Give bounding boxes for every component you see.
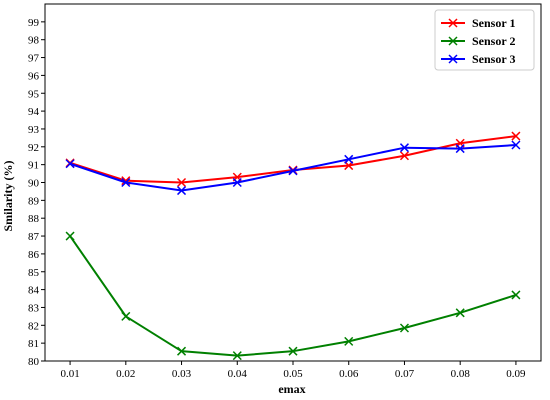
series-line (69, 144, 516, 192)
series-line (69, 235, 517, 357)
legend-box (434, 9, 535, 71)
y-axis-ticks: 80 81 82 83 84 85 86 87 88 89 90 91 92 93 94 95 96 97 98 99 (28, 17, 45, 368)
data-point-marker (511, 140, 521, 150)
y-tick-label: 81 (28, 338, 39, 350)
data-point-marker (65, 231, 75, 241)
y-tick-label: 82 (28, 320, 39, 332)
data-point-marker (121, 311, 131, 321)
x-tick-label: 0.04 (228, 368, 248, 380)
legend-entry: Sensor 3 (441, 52, 515, 66)
y-axis-label: Smilarity (%) (1, 161, 15, 232)
legend-entry: Sensor 2 (441, 34, 515, 48)
y-tick-label: 93 (28, 124, 40, 136)
data-point-marker (344, 154, 354, 164)
y-tick-label: 92 (28, 142, 39, 154)
x-axis-label: emax (278, 382, 305, 396)
legend-swatch-marker (448, 18, 458, 28)
series-line (69, 135, 517, 184)
legend-swatch-marker (448, 54, 458, 64)
x-tick-label: 0.01 (60, 368, 79, 380)
x-tick-label: 0.06 (339, 368, 359, 380)
legend-swatch-marker (448, 36, 458, 46)
y-tick-label: 97 (28, 53, 40, 65)
y-tick-label: 88 (28, 213, 40, 225)
data-point-marker (177, 186, 187, 196)
data-point-marker (344, 336, 354, 346)
x-tick-label: 0.05 (283, 368, 303, 380)
x-tick-label: 0.03 (172, 368, 192, 380)
data-point-marker (399, 151, 409, 161)
data-point-marker (288, 166, 298, 176)
x-tick-label: 0.08 (451, 368, 471, 380)
data-point-marker (65, 159, 75, 169)
series-1 (65, 131, 521, 188)
data-point-marker (177, 177, 187, 188)
legend-entry: Sensor 1 (441, 16, 515, 30)
x-tick-label: 0.07 (395, 368, 415, 380)
data-point-marker (511, 290, 521, 300)
data-point-marker (399, 323, 409, 333)
data-point-marker (455, 144, 465, 154)
y-tick-label: 90 (28, 178, 40, 190)
y-tick-label: 89 (28, 195, 40, 207)
y-tick-label: 91 (28, 160, 39, 172)
data-point-marker (232, 351, 242, 361)
series-lines (65, 131, 521, 361)
data-point-marker (455, 308, 465, 318)
x-axis-ticks: 0.01 0.02 0.03 0.04 0.05 0.06 0.07 0.08 0.09 (60, 361, 526, 380)
y-tick-label: 84 (28, 285, 40, 297)
data-point-marker (121, 177, 131, 188)
y-tick-label: 94 (28, 106, 40, 118)
x-tick-label: 0.02 (116, 368, 135, 380)
y-tick-label: 83 (28, 302, 40, 314)
data-point-marker (399, 143, 409, 153)
x-tick-label: 0.09 (506, 368, 526, 380)
y-tick-label: 86 (28, 249, 40, 261)
legend-label: Sensor 3 (472, 52, 515, 66)
y-tick-label: 87 (28, 231, 40, 243)
series-2 (65, 231, 521, 361)
series-3 (65, 140, 521, 196)
y-tick-label: 80 (28, 356, 40, 368)
data-point-marker (511, 131, 521, 141)
legend-label: Sensor 2 (472, 34, 515, 48)
data-point-marker (177, 346, 187, 356)
legend: Sensor 1 Sensor 2 Sensor 3 (434, 9, 535, 71)
data-point-marker (288, 346, 298, 356)
y-tick-label: 99 (28, 17, 40, 29)
data-point-marker (232, 177, 242, 188)
y-tick-label: 96 (28, 70, 40, 82)
y-tick-label: 98 (28, 35, 40, 47)
legend-label: Sensor 1 (472, 16, 515, 30)
y-tick-label: 85 (28, 267, 40, 279)
y-tick-label: 95 (28, 88, 40, 100)
